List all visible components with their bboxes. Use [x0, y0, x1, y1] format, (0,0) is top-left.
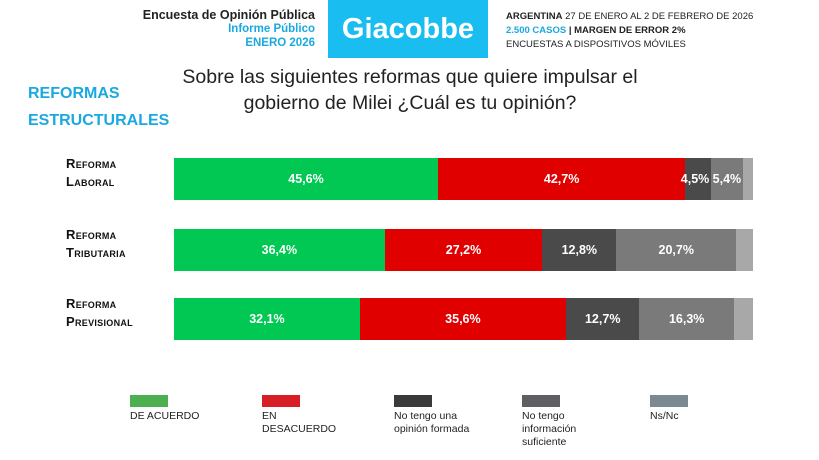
report-type: Informe Público: [228, 23, 315, 35]
bar-segment: 27,2%: [384, 229, 543, 271]
category-label-line: Tributaria: [66, 245, 126, 260]
legend-swatch: [262, 395, 300, 407]
legend-swatch: [130, 395, 168, 407]
bar-row: 45,6% 42,7% 4,5% 5,4%: [174, 158, 753, 200]
bar-row: 36,4% 27,2% 12,8% 20,7%: [174, 229, 753, 271]
legend-label: EN DESACUERDO: [262, 410, 337, 435]
category-label-line: Reforma: [66, 156, 117, 171]
survey-title: Encuesta de Opinión Pública: [142, 8, 315, 22]
legend-label: No tengo una opinión formada: [394, 410, 470, 435]
bar-segment: 36,4%: [174, 229, 385, 271]
section-line: ESTRUCTURALES: [28, 112, 170, 129]
legend-swatch: [650, 395, 688, 407]
category-label: Reforma Tributaria: [66, 226, 126, 262]
legend-swatch: [522, 395, 560, 407]
category-label-line: Previsional: [66, 314, 133, 329]
legend-label: No tengo información suficiente: [522, 410, 577, 448]
country: ARGENTINA: [506, 11, 563, 22]
bar-segment: 45,6%: [174, 158, 439, 200]
bar-segment: [736, 229, 753, 271]
legend-item: Ns/Nc: [650, 395, 740, 423]
chart-title: Sobre las siguientes reformas que quiere…: [182, 66, 638, 114]
bar-segment: [733, 298, 753, 340]
bar-segment: 12,8%: [542, 229, 617, 271]
category-label-line: Reforma: [66, 227, 117, 242]
legend-label: DE ACUERDO: [130, 410, 200, 422]
category-label: Reforma Laboral: [66, 155, 117, 191]
legend-item: EN DESACUERDO: [262, 395, 352, 436]
legend-item: No tengo una opinión formada: [394, 395, 484, 436]
legend-label: Ns/Nc: [650, 410, 679, 422]
method: ENCUESTAS A DISPOSITIVOS MÓVILES: [506, 39, 686, 50]
legend-item: No tengo información suficiente: [522, 395, 612, 449]
bar-segment: 35,6%: [359, 298, 566, 340]
header-left: Encuesta de Opinión Pública Informe Públ…: [143, 8, 315, 50]
bar-segment: 20,7%: [616, 229, 737, 271]
bar-segment: 12,7%: [565, 298, 640, 340]
legend-item: DE ACUERDO: [130, 395, 220, 423]
bar-segment: [742, 158, 753, 200]
report-date: ENERO 2026: [245, 37, 315, 49]
bar-segment: 16,3%: [639, 298, 734, 340]
bar-row: 32,1% 35,6% 12,7% 16,3%: [174, 298, 753, 340]
section-line: REFORMAS: [28, 85, 120, 102]
logo: Giacobbe: [328, 0, 488, 58]
category-label-line: Reforma: [66, 296, 117, 311]
bar-segment: 42,7%: [438, 158, 686, 200]
legend-swatch: [394, 395, 432, 407]
bar-segment: 5,4%: [711, 158, 743, 200]
category-label-line: Laboral: [66, 174, 115, 189]
section-title: REFORMAS ESTRUCTURALES: [28, 80, 169, 134]
separator: |: [566, 25, 575, 36]
dates: 27 DE ENERO AL 2 DE FEBRERO DE 2026: [565, 11, 754, 22]
margin-of-error: MARGEN DE ERROR 2%: [574, 25, 686, 36]
category-label: Reforma Previsional: [66, 295, 133, 331]
cases: 2.500 CASOS: [506, 25, 567, 36]
bar-segment: 32,1%: [174, 298, 360, 340]
bar-segment: 4,5%: [681, 158, 712, 200]
header-right: ARGENTINA 27 DE ENERO AL 2 DE FEBRERO DE…: [506, 10, 753, 52]
